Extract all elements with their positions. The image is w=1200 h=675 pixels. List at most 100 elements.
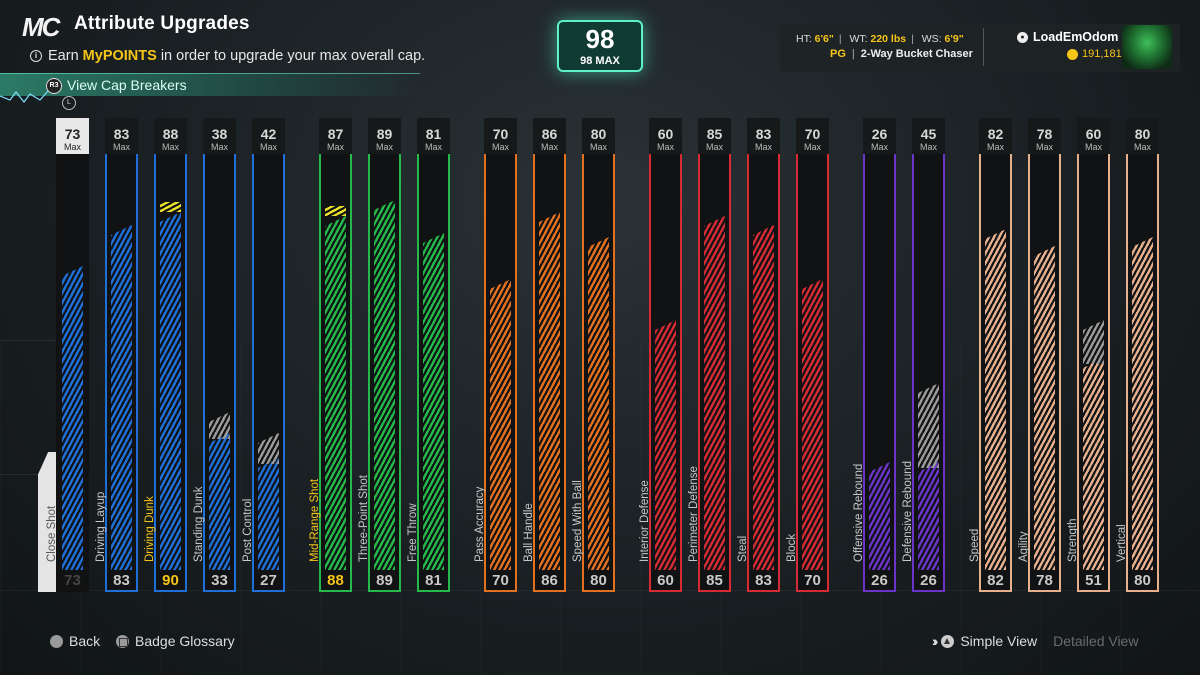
cap-max-label: Max [803, 142, 821, 152]
attribute-fill [325, 216, 346, 570]
attribute-value: 60 [657, 572, 674, 589]
cap-box: 60 Max [649, 118, 682, 154]
cap-box: 86 Max [533, 118, 566, 154]
attribute-perimeter-defense[interactable]: 85 Max Perimeter Defense 85 [688, 118, 731, 592]
cap-box: 83 Max [105, 118, 138, 154]
simple-view-option[interactable]: Simple View [960, 633, 1038, 649]
circle-button-icon [50, 634, 63, 648]
attribute-defensive-rebound[interactable]: 45 Max Defensive Rebound 26 [902, 118, 945, 592]
attribute-post-control[interactable]: 42 Max Post Control 27 [242, 118, 285, 592]
panel-divider [983, 28, 984, 66]
attribute-label: Speed With Ball [572, 480, 584, 562]
attribute-value: 27 [260, 572, 277, 589]
attribute-value: 26 [920, 572, 937, 589]
attribute-strength[interactable]: 60 Max Strength 51 [1067, 118, 1110, 592]
player-avatar [1122, 25, 1172, 69]
lightning-icon [0, 90, 49, 103]
attribute-vertical[interactable]: 80 Max Vertical 80 [1116, 118, 1159, 592]
boost-fill [160, 202, 181, 212]
potential-fill [258, 433, 279, 464]
attribute-label: Block [786, 533, 798, 562]
player-panel [780, 24, 1180, 72]
attribute-three-point-shot[interactable]: 89 Max Three-Point Shot 89 [358, 118, 401, 592]
attribute-value: 26 [871, 572, 888, 589]
attribute-label: Close Shot [46, 505, 58, 562]
attribute-offensive-rebound[interactable]: 26 Max Offensive Rebound 26 [853, 118, 896, 592]
attribute-driving-layup[interactable]: 83 Max Driving Layup 83 [95, 118, 138, 592]
view-cap-breakers-button[interactable] [0, 73, 420, 96]
cap-max-label: Max [161, 142, 179, 152]
attribute-fill [160, 212, 181, 570]
cap-value: 38 [211, 126, 228, 142]
attribute-fill [423, 233, 444, 570]
cap-max-label: Max [424, 142, 442, 152]
cap-box: 80 Max [1126, 118, 1159, 154]
vc-balance: 191,181 [1067, 48, 1122, 60]
cap-box: 80 Max [582, 118, 615, 154]
cap-box: 78 Max [1028, 118, 1061, 154]
cap-value: 73 [64, 126, 81, 142]
badge-glossary-button[interactable]: Badge Glossary [116, 633, 235, 649]
cap-max-label: Max [491, 142, 509, 152]
cap-max-label: Max [540, 142, 558, 152]
potential-fill [1083, 320, 1104, 364]
attribute-fill [258, 458, 279, 570]
attribute-label: Vertical [1116, 524, 1128, 562]
cap-value: 60 [657, 126, 674, 142]
attribute-pass-accuracy[interactable]: 70 Max Pass Accuracy 70 [474, 118, 517, 592]
cap-box: 42 Max [252, 118, 285, 154]
attribute-fill [1034, 246, 1055, 570]
cap-value: 70 [804, 126, 821, 142]
attribute-fill [918, 462, 939, 570]
attribute-interior-defense[interactable]: 60 Max Interior Defense 60 [639, 118, 682, 592]
attribute-fill [111, 225, 132, 570]
attribute-fill [869, 462, 890, 570]
cap-box: 26 Max [863, 118, 896, 154]
attribute-speed[interactable]: 82 Max Speed 82 [969, 118, 1012, 592]
attribute-label: Pass Accuracy [474, 486, 486, 562]
attribute-speed-with-ball[interactable]: 80 Max Speed With Ball 80 [572, 118, 615, 592]
page-title: Attribute Upgrades [74, 13, 250, 34]
attribute-fill [655, 320, 676, 570]
attribute-fill [704, 216, 725, 570]
attribute-label: Free Throw [407, 503, 419, 562]
cap-max-label: Max [870, 142, 888, 152]
attribute-close-shot[interactable]: 73 Max Close Shot 73 [38, 118, 89, 592]
view-cap-breakers-label[interactable]: View Cap Breakers [67, 77, 187, 93]
attribute-value: 82 [987, 572, 1004, 589]
cap-box: 82 Max [979, 118, 1012, 154]
cap-max-label: Max [259, 142, 277, 152]
cap-max-label: Max [210, 142, 228, 152]
attribute-block[interactable]: 70 Max Block 70 [786, 118, 829, 592]
attribute-fill [753, 225, 774, 570]
attribute-value: 33 [211, 572, 228, 589]
cap-box: 70 Max [796, 118, 829, 154]
attribute-value: 73 [64, 572, 81, 589]
cap-box: 89 Max [368, 118, 401, 154]
attribute-fill [62, 266, 83, 570]
back-button[interactable]: Back [50, 633, 100, 649]
attribute-value: 83 [113, 572, 130, 589]
cap-box: 73 Max [56, 118, 89, 154]
cap-value: 70 [492, 126, 509, 142]
attribute-label: Driving Layup [95, 491, 107, 562]
cap-value: 83 [113, 126, 130, 142]
attribute-value: 78 [1036, 572, 1053, 589]
l-button-icon: L [62, 96, 76, 110]
attribute-mid-range-shot[interactable]: 87 Max Mid-Range Shot 88 [309, 118, 352, 592]
attribute-free-throw[interactable]: 81 Max Free Throw 81 [407, 118, 450, 592]
attribute-label: Driving Dunk [144, 496, 156, 562]
attribute-steal[interactable]: 83 Max Steal 83 [737, 118, 780, 592]
attribute-standing-dunk[interactable]: 38 Max Standing Dunk 33 [193, 118, 236, 592]
detailed-view-option[interactable]: Detailed View [1053, 633, 1139, 649]
attribute-fill [374, 200, 395, 570]
attribute-driving-dunk[interactable]: 88 Max Driving Dunk 90 [144, 118, 187, 592]
attribute-agility[interactable]: 78 Max Agility 78 [1018, 118, 1061, 592]
view-toggle[interactable]: ›› Simple View Detailed View [932, 633, 1138, 649]
overall-value: 98 [585, 24, 615, 54]
mypoints-text: MyPOINTS [82, 48, 157, 64]
cap-max-label: Max [63, 142, 81, 152]
attribute-ball-handle[interactable]: 86 Max Ball Handle 86 [523, 118, 566, 592]
attribute-label: Speed [969, 528, 981, 562]
cap-value: 85 [706, 126, 723, 142]
